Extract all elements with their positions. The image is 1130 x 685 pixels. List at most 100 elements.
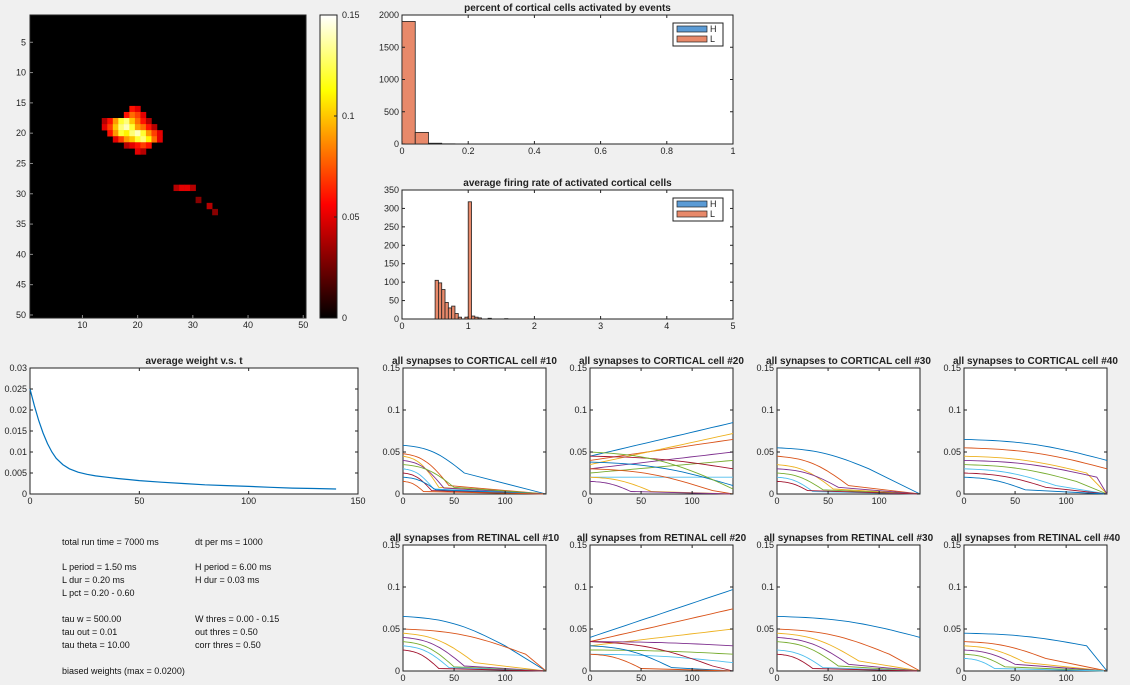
synapse-panel-4-ytick-label: 0 [956, 489, 961, 499]
heatmap-cell [184, 184, 191, 192]
avgw-ytick-label: 0.005 [4, 468, 27, 478]
synapse-panel-3-ytick-label: 0.1 [761, 405, 774, 415]
hist1-xtick-label: 0.8 [661, 146, 674, 156]
hist2-ytick-label: 150 [384, 259, 399, 269]
hist2-bar-L [467, 201, 472, 320]
synapse-panel-6-series-line [589, 653, 734, 672]
heatmap-cell [140, 136, 147, 143]
synapse-panel-6-ytick-label: 0 [582, 666, 587, 676]
synapse-panel-5-series-line [402, 628, 547, 672]
heatmap-cell [123, 111, 130, 119]
heatmap-cell [179, 184, 185, 192]
synapse-panel-4-title: all synapses to CORTICAL cell #40 [953, 356, 1118, 367]
synapse-panel-3-xtick-label: 0 [774, 496, 779, 506]
hist2-ytick-label: 0 [394, 314, 399, 324]
heatmap-cell [212, 208, 218, 216]
param-tau-out: tau out = 0.01 [62, 627, 118, 637]
heatmap-cell [134, 130, 141, 137]
synapse-panel-1-xtick-label: 50 [449, 496, 459, 506]
synapse-panel-7-series-line [776, 653, 921, 672]
avgw-ytick-label: 0.03 [9, 363, 27, 373]
heatmap-cell [134, 142, 141, 149]
synapse-panel-4-series-line [963, 464, 1108, 495]
synapse-panel-5-ytick-label: 0.15 [382, 540, 400, 550]
synapse-panel-1-xtick-label: 100 [498, 496, 513, 506]
synapse-panel-8-ytick-label: 0.15 [943, 540, 961, 550]
synapse-panel-6-series-line [589, 641, 734, 672]
hist2-bar-L [454, 313, 459, 320]
avgw-ytick-label: 0.01 [9, 447, 27, 457]
synapse-panel-8-xtick-label: 100 [1059, 673, 1074, 683]
param-w-thres: W thres = 0.00 - 0.15 [195, 614, 280, 624]
synapse-panel-2-title: all synapses to CORTICAL cell #20 [579, 356, 744, 367]
synapse-panel-7-series-line [776, 632, 921, 672]
synapse-panel-3-series-line [776, 476, 921, 495]
avgw-ytick-label: 0.015 [4, 426, 27, 436]
heatmap-ytick-label: 35 [16, 219, 26, 229]
heatmap-ytick-label: 25 [16, 158, 26, 168]
synapse-panel-2-series-line [589, 461, 734, 487]
heatmap-cell [134, 111, 141, 119]
heatmap-cell [195, 196, 202, 204]
synapse-panel-1-ytick-label: 0.15 [382, 363, 400, 373]
heatmap-ytick-label: 50 [16, 310, 26, 320]
hist1-ytick-label: 500 [384, 107, 399, 117]
heatmap-cell [107, 118, 114, 125]
heatmap-xtick-label: 40 [243, 320, 253, 330]
synapse-panel-7-xtick-label: 0 [774, 673, 779, 683]
avgw-axes-box [29, 367, 359, 495]
hist2-bar-L [438, 282, 443, 320]
heatmap-background [30, 15, 306, 318]
synapse-panel-7-axes-box [776, 544, 921, 672]
synapse-panel-3-axes-box [776, 367, 921, 495]
synapse-panel-4-ytick-label: 0.15 [943, 363, 961, 373]
hist1-legend-swatch-L [676, 35, 708, 43]
synapse-panel-7-ytick-label: 0 [769, 666, 774, 676]
heatmap-cell [129, 111, 136, 119]
hist2-xtick-label: 5 [730, 321, 735, 331]
synapse-panel-4-series-line [963, 476, 1108, 495]
synapse-panel-4-series-line [963, 438, 1108, 461]
param-l-dur: L dur = 0.20 ms [62, 575, 125, 585]
hist2-bar-L [477, 317, 482, 320]
synapse-panel-5-xtick-label: 100 [498, 673, 513, 683]
colorbar [319, 14, 338, 319]
synapse-panel-6-ytick-label: 0.05 [569, 624, 587, 634]
synapse-panel-6-ytick-label: 0.15 [569, 540, 587, 550]
heatmap-cell [101, 118, 108, 125]
synapse-panel-1-series-line [402, 459, 547, 495]
synapse-panel-8-series-line [963, 653, 1108, 672]
heatmap-cell [129, 142, 136, 149]
synapse-panel-5-axes-box [402, 544, 547, 672]
parameter-text-panel: total run time = 7000 ms dt per ms = 100… [62, 537, 362, 682]
synapse-panel-3-ytick-label: 0 [769, 489, 774, 499]
synapse-panel-7-xtick-label: 50 [823, 673, 833, 683]
heatmap-cell [140, 148, 147, 155]
heatmap-cell [206, 202, 213, 210]
heatmap-cell [140, 130, 147, 137]
synapse-panel-3-series-line [776, 447, 921, 495]
synapse-panel-4-series-line [963, 472, 1108, 495]
synapse-panel-8-ytick-label: 0.1 [948, 582, 961, 592]
synapse-panel-2-series-line [589, 455, 734, 470]
synapse-panel-6-series-line [589, 653, 734, 664]
heatmap-cell [112, 118, 119, 125]
synapse-panel-6-xtick-label: 50 [636, 673, 646, 683]
synapse-panel-8-ytick-label: 0 [956, 666, 961, 676]
synapse-panel-6-series-line [589, 589, 734, 638]
hist2-ytick-label: 50 [389, 296, 399, 306]
synapse-panel-1-series-line [402, 464, 547, 495]
heatmap-ytick-label: 30 [16, 189, 26, 199]
hist2-bar-L [434, 279, 439, 320]
heatmap-cell [156, 130, 163, 137]
synapse-panel-1-series-line [402, 444, 547, 495]
hist2-bar-L [451, 305, 456, 320]
heatmap-cell [145, 142, 152, 149]
synapse-panel-6-title: all synapses from RETINAL cell #20 [577, 533, 747, 544]
synapse-panel-5-xtick-label: 50 [449, 673, 459, 683]
synapse-panel-2-series-line [589, 422, 734, 457]
synapse-panel-2-series-line [589, 476, 734, 495]
synapse-panel-7-ytick-label: 0.15 [756, 540, 774, 550]
synapse-panel-5-series-line [402, 645, 547, 672]
